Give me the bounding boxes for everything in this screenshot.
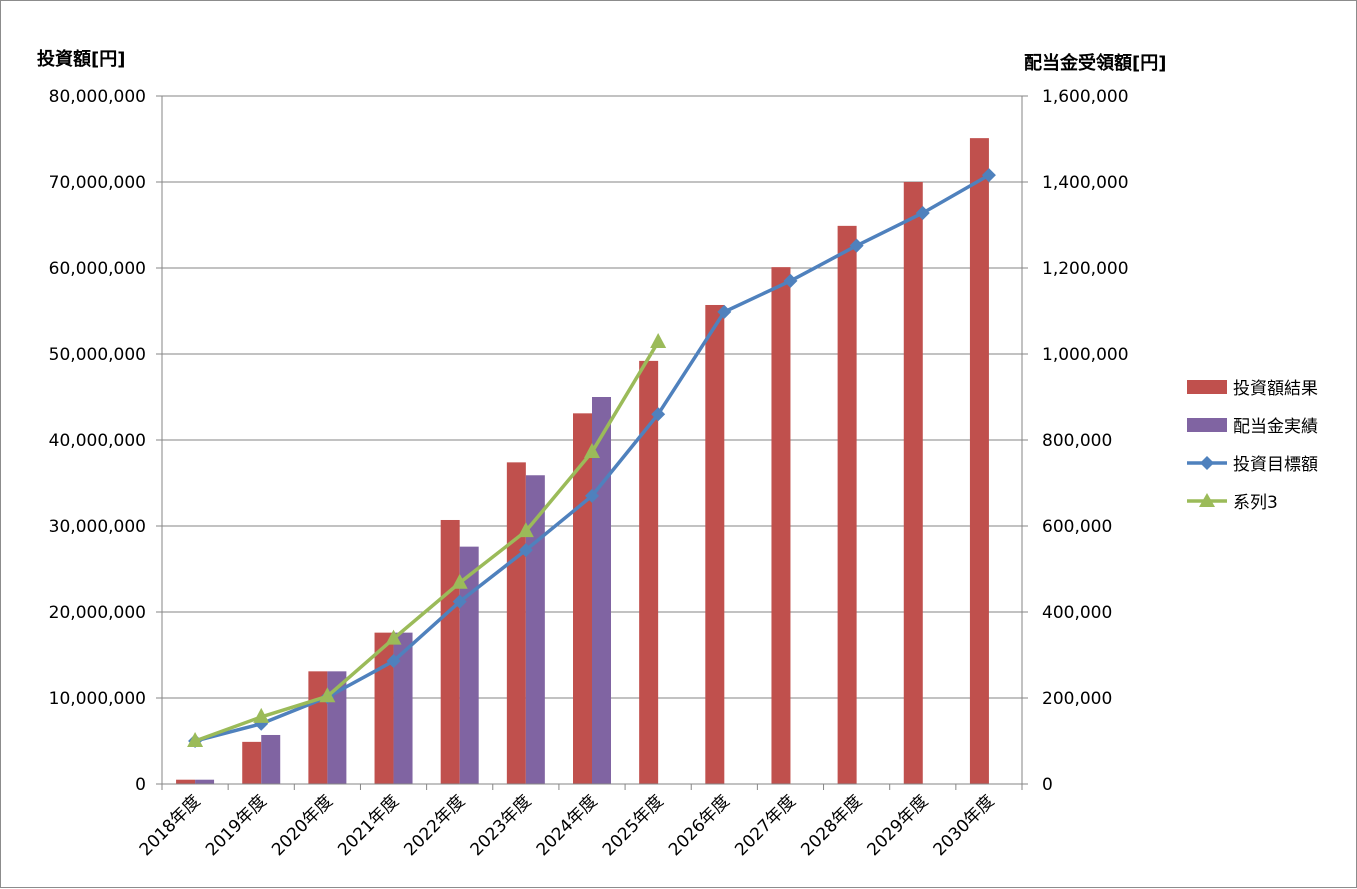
triangle-marker [584, 443, 600, 459]
legend-label: 投資目標額 [1233, 455, 1318, 475]
diamond-marker [717, 304, 732, 319]
bar-配当金実績 [393, 632, 413, 784]
y2-tick-label: 1,400,000 [1042, 173, 1129, 193]
y-tick-label: 50,000,000 [49, 345, 146, 365]
diamond-marker [518, 543, 533, 558]
x-tick-label: 2028年度 [797, 791, 866, 860]
diamond-marker [1200, 456, 1214, 470]
bar-投資額結果 [903, 182, 923, 784]
x-tick-label: 2030年度 [930, 791, 999, 860]
bar-配当金実績 [525, 475, 545, 784]
triangle-marker [1199, 493, 1215, 507]
bar-投資額結果 [176, 779, 196, 784]
bar-投資額結果 [639, 360, 659, 784]
y-tick-label: 70,000,000 [49, 173, 146, 193]
y2-tick-label: 200,000 [1042, 689, 1112, 709]
bar-投資額結果 [374, 632, 394, 784]
x-tick-label: 2024年度 [533, 791, 602, 860]
x-tick-label: 2023年度 [467, 791, 536, 860]
y-tick-label: 80,000,000 [49, 87, 146, 107]
y-axis-title: 投資額[円] [37, 48, 125, 70]
diamond-marker [915, 205, 930, 220]
y2-tick-label: 1,000,000 [1042, 345, 1129, 365]
bar-配当金実績 [261, 734, 281, 784]
line-系列3 [194, 341, 660, 743]
bar-投資額結果 [771, 267, 791, 784]
triangle-marker [650, 332, 667, 348]
triangle-marker [385, 629, 402, 645]
diamond-marker [849, 238, 864, 253]
x-tick-label: 2022年度 [400, 791, 469, 860]
y2-tick-label: 600,000 [1042, 517, 1112, 537]
y2-axis-title: 配当金受領額[円] [1024, 52, 1166, 74]
y-tick-label: 10,000,000 [49, 689, 146, 709]
diamond-marker [651, 407, 666, 422]
legend-label: 配当金実績 [1233, 417, 1318, 437]
x-tick-label: 2021年度 [334, 791, 403, 860]
triangle-marker [187, 732, 204, 747]
y-tick-label: 20,000,000 [49, 603, 146, 623]
legend-label: 系列3 [1233, 493, 1278, 513]
x-tick-label: 2029年度 [864, 791, 933, 860]
x-tick-label: 2020年度 [268, 791, 337, 860]
bar-投資額結果 [705, 304, 725, 784]
bar-配当金実績 [195, 779, 215, 784]
bar-投資額結果 [506, 462, 526, 784]
y-tick-label: 0 [135, 775, 146, 795]
lines [187, 168, 996, 748]
y2-tick-label: 1,600,000 [1042, 87, 1129, 107]
legend-label: 投資額結果 [1233, 379, 1318, 399]
diamond-marker [981, 168, 996, 183]
legend-swatch [1187, 418, 1227, 432]
diamond-marker [386, 654, 401, 669]
y2-tick-label: 400,000 [1042, 603, 1112, 623]
bar-投資額結果 [308, 671, 328, 784]
diamond-marker [585, 488, 599, 503]
y-tick-label: 60,000,000 [49, 259, 146, 279]
diamond-marker [783, 273, 798, 288]
y2-tick-label: 800,000 [1042, 431, 1112, 451]
diamond-marker [452, 594, 467, 609]
x-tick-label: 2019年度 [202, 791, 271, 860]
legend-swatch [1187, 380, 1227, 394]
bars [176, 138, 989, 785]
bar-配当金実績 [459, 546, 479, 784]
x-tick-label: 2025年度 [599, 791, 668, 860]
bar-投資額結果 [440, 519, 460, 784]
y2-tick-label: 1,200,000 [1042, 259, 1129, 279]
x-tick-label: 2018年度 [136, 791, 205, 860]
x-tick-label: 2026年度 [665, 791, 734, 860]
triangle-marker [517, 522, 534, 538]
triangle-marker [451, 573, 468, 589]
bar-投資額結果 [242, 741, 262, 784]
triangle-marker [319, 687, 336, 703]
y-tick-label: 30,000,000 [49, 517, 146, 537]
y-tick-label: 40,000,000 [49, 431, 146, 451]
bar-投資額結果 [969, 138, 989, 784]
bar-投資額結果 [837, 225, 857, 785]
y2-tick-label: 0 [1042, 775, 1053, 795]
x-tick-label: 2027年度 [731, 791, 800, 860]
triangle-marker [253, 707, 270, 723]
